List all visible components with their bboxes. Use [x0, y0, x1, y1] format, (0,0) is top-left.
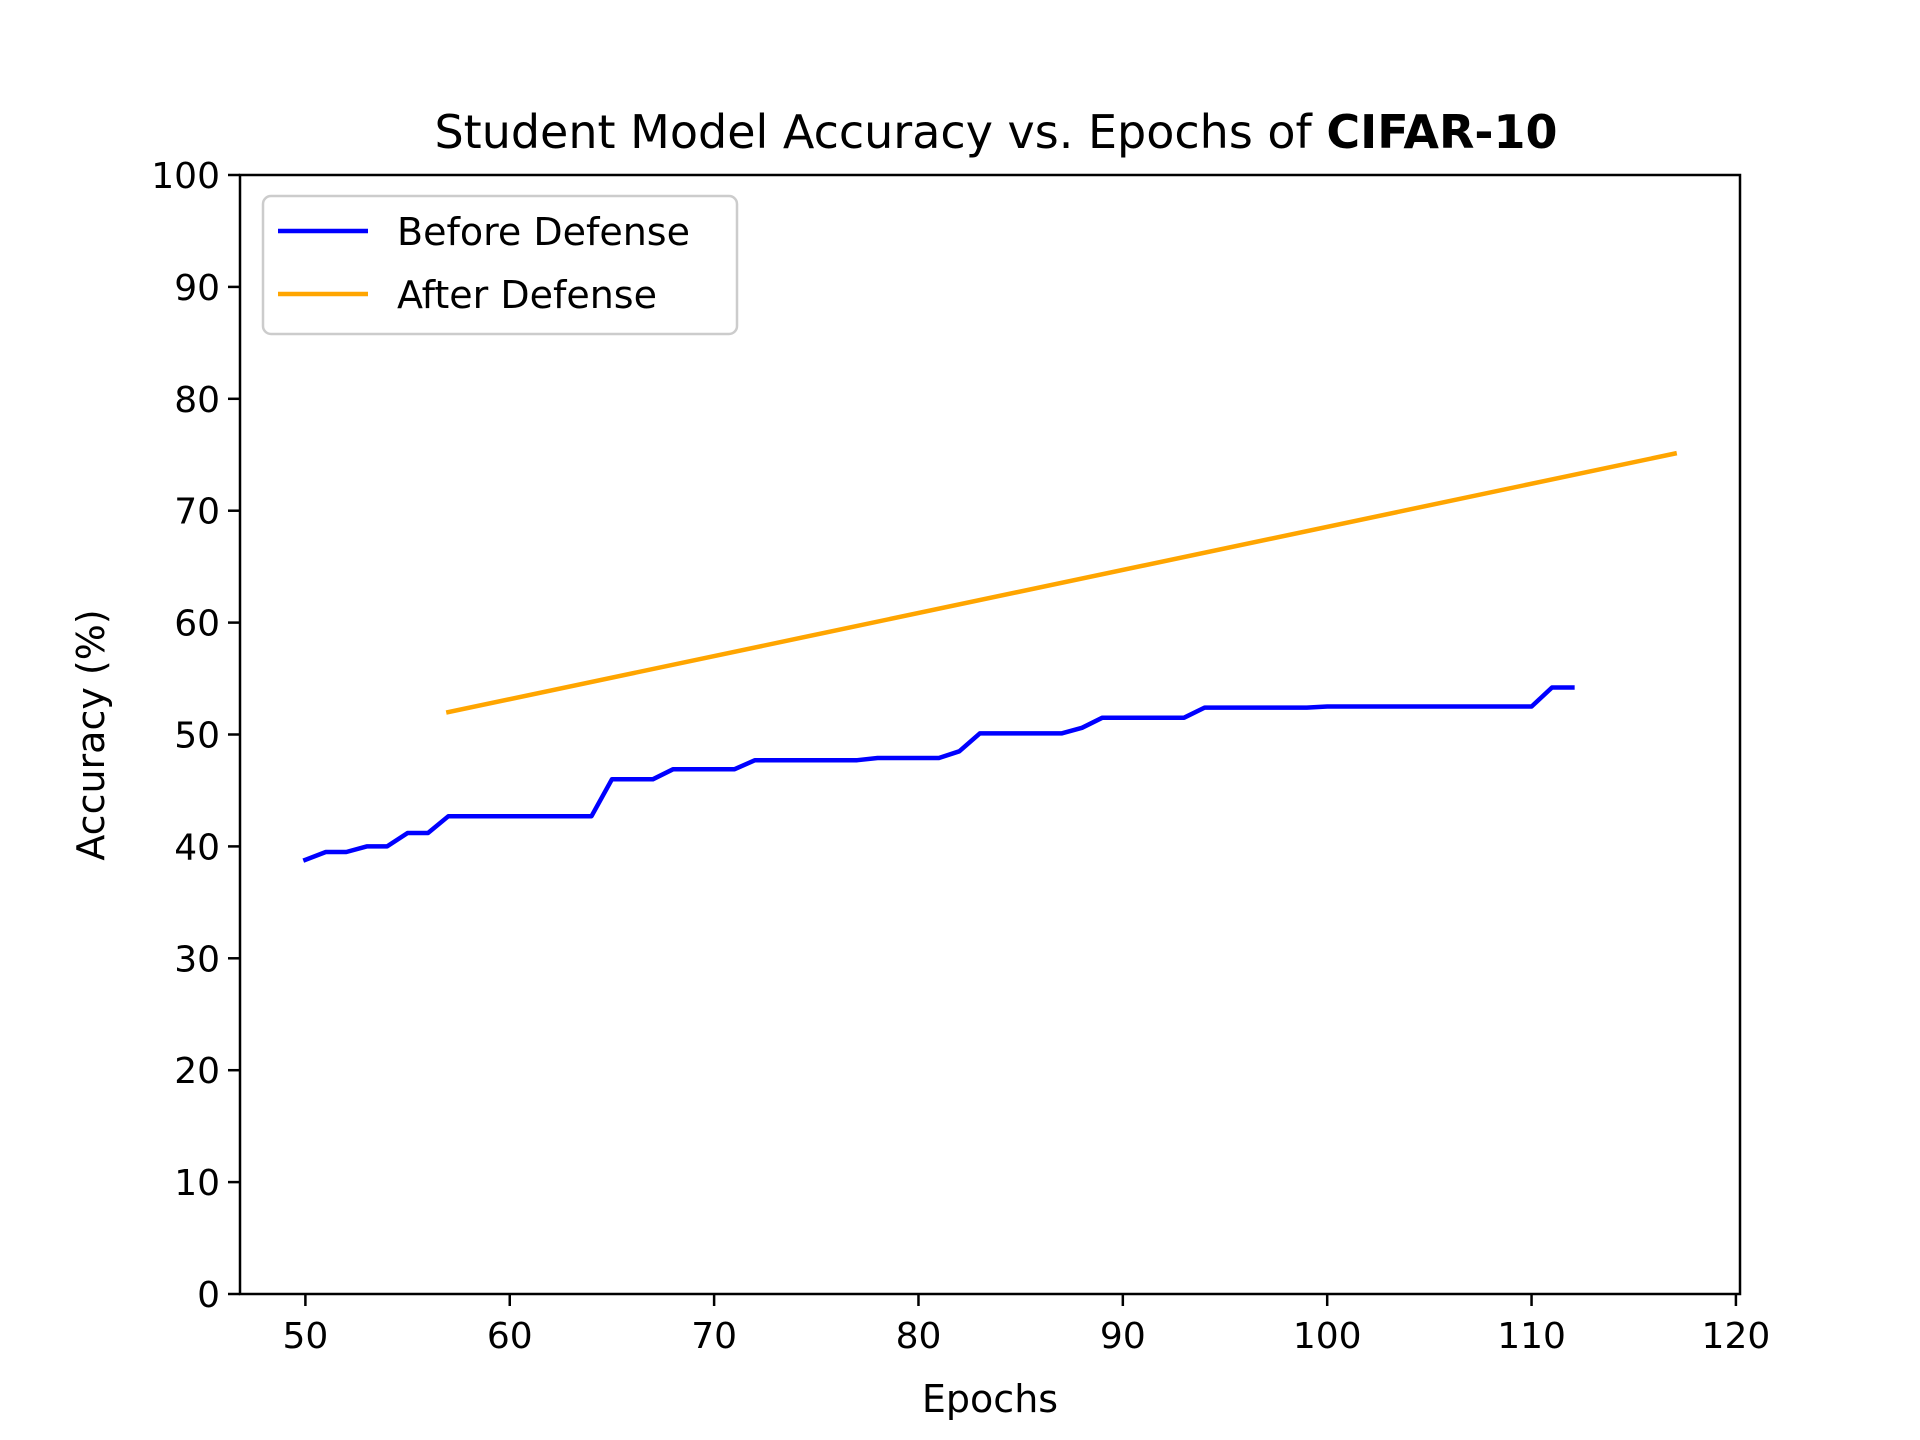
- x-tick-label: 60: [487, 1316, 533, 1357]
- chart-title-suffix: -10: [1474, 105, 1557, 159]
- y-tick-label: 100: [151, 156, 220, 197]
- series-lines: [302, 450, 1678, 863]
- x-tick-label: 120: [1702, 1316, 1771, 1357]
- y-tick-label: 10: [174, 1163, 220, 1204]
- x-tick-label: 50: [282, 1316, 328, 1357]
- y-tick-label: 60: [174, 604, 220, 645]
- chart-title-bold: CIFAR: [1326, 105, 1474, 159]
- x-axis-label: Epochs: [922, 1377, 1058, 1421]
- y-tick-label: 30: [174, 939, 220, 980]
- y-axis-label: Accuracy (%): [69, 609, 113, 860]
- legend: Before Defense After Defense: [261, 194, 739, 336]
- series-line-after-defense: [445, 450, 1678, 715]
- y-tick-label: 20: [174, 1051, 220, 1092]
- y-axis-ticks: 0 10 20 30 40 50 60 70 80 90 100: [151, 156, 240, 1316]
- y-tick-label: 70: [174, 492, 220, 533]
- plot-frame: [238, 173, 1742, 1296]
- chart-title: Student Model Accuracy vs. Epochs of CIF…: [434, 105, 1557, 159]
- x-tick-label: 110: [1497, 1316, 1566, 1357]
- y-tick-label: 0: [197, 1275, 220, 1316]
- x-axis-ticks: 50 60 70 80 90 100 110 120: [282, 1294, 1770, 1357]
- x-tick-label: 80: [896, 1316, 942, 1357]
- legend-label-after-defense: After Defense: [397, 273, 657, 317]
- x-tick-label: 70: [691, 1316, 737, 1357]
- legend-box: [261, 194, 739, 336]
- y-tick-label: 50: [174, 716, 220, 757]
- legend-label-before-defense: Before Defense: [397, 210, 690, 254]
- y-tick-label: 90: [174, 268, 220, 309]
- y-tick-label: 40: [174, 827, 220, 868]
- x-tick-label: 90: [1100, 1316, 1146, 1357]
- series-line-before-defense: [302, 685, 1575, 863]
- y-tick-label: 80: [174, 380, 220, 421]
- chart-title-prefix: Student Model Accuracy vs. Epochs of: [434, 105, 1326, 159]
- x-tick-label: 100: [1293, 1316, 1362, 1357]
